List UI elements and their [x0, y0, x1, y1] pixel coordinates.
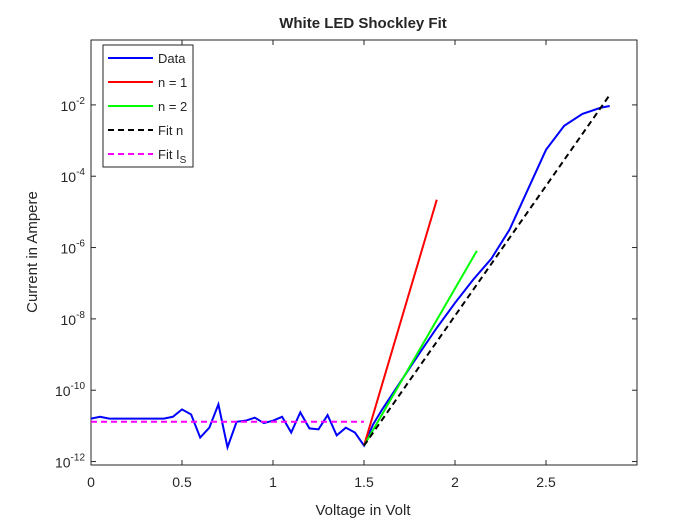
- series-line: [363, 94, 611, 447]
- y-tick-label: 10-10: [55, 381, 85, 399]
- x-tick-label: 0: [87, 474, 95, 490]
- y-tick-label: 10-12: [55, 453, 85, 471]
- legend-label: Fit IS: [158, 147, 187, 166]
- x-axis-label: Voltage in Volt: [315, 502, 411, 519]
- x-tick-label: 2.5: [536, 474, 556, 490]
- chart-title: White LED Shockley Fit: [279, 15, 447, 32]
- y-tick-label: 10-6: [61, 239, 86, 257]
- series-line: [363, 250, 478, 447]
- legend-label: n = 2: [158, 99, 187, 114]
- x-tick-label: 1.5: [354, 474, 374, 490]
- legend-label: Data: [158, 51, 186, 66]
- legend-label: Fit n: [158, 123, 183, 138]
- y-axis-label: Current in Ampere: [24, 191, 41, 313]
- series-line: [363, 199, 438, 446]
- x-tick-label: 2: [451, 474, 459, 490]
- y-tick-label: 10-2: [61, 96, 86, 114]
- y-tick-label: 10-8: [61, 310, 86, 328]
- series-line: [90, 105, 610, 452]
- legend: Data n = 1 n = 2 Fit n Fit IS: [102, 44, 194, 168]
- x-tick-label: 1: [269, 474, 277, 490]
- legend-label: n = 1: [158, 75, 187, 90]
- y-tick-label: 10-4: [61, 167, 86, 185]
- x-tick-label: 0.5: [172, 474, 192, 490]
